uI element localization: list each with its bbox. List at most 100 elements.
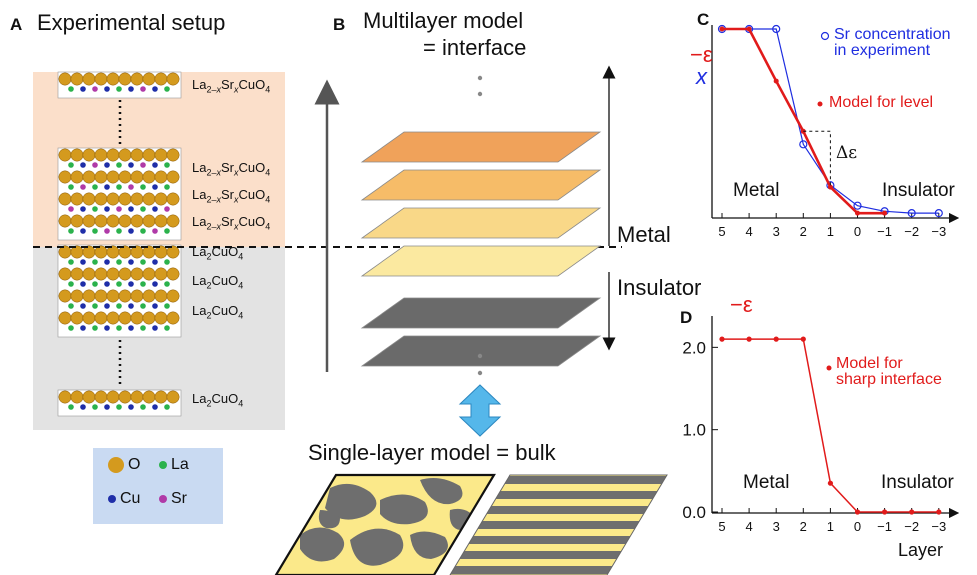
strontium-atom bbox=[68, 206, 74, 212]
lanthanum-atom bbox=[104, 303, 110, 309]
lanthanum-atom bbox=[80, 325, 86, 331]
lanthanum-atom bbox=[68, 281, 74, 287]
insulating-domain bbox=[410, 531, 448, 559]
chart-d-x-tick-label: 0 bbox=[854, 519, 861, 534]
lanthanum-atom bbox=[104, 206, 110, 212]
metal-layer bbox=[360, 131, 602, 163]
sr-concentration-point bbox=[934, 209, 943, 218]
metal-layer bbox=[360, 245, 602, 277]
oxygen-atom bbox=[166, 148, 180, 162]
legend-symbol: La bbox=[171, 456, 189, 473]
lanthanum-atom bbox=[92, 184, 98, 190]
chart-c-x-tick-label: 1 bbox=[827, 224, 834, 239]
undoped-layer-label: La2CuO4 bbox=[192, 273, 244, 291]
lanthanum-atom bbox=[104, 184, 110, 190]
chart-d-x-tick-label: 3 bbox=[773, 519, 780, 534]
lanthanum-atom bbox=[140, 404, 146, 410]
lanthanum-atom bbox=[164, 184, 170, 190]
insulating-domain bbox=[350, 528, 404, 566]
legend-dot-marker bbox=[826, 365, 832, 371]
legend-sr-line2: in experiment bbox=[834, 42, 931, 59]
lanthanum-atom bbox=[140, 303, 146, 309]
lanthanum-atom bbox=[68, 404, 74, 410]
lanthanum-atom bbox=[140, 184, 146, 190]
oxygen-atom bbox=[166, 289, 180, 303]
lanthanum-atom bbox=[140, 228, 146, 234]
sharp-interface-point bbox=[854, 509, 861, 515]
lanthanum-atom bbox=[116, 184, 122, 190]
legend-open-circle-marker bbox=[820, 31, 830, 41]
lanthanum-atom bbox=[152, 404, 158, 410]
lanthanum-atom bbox=[164, 162, 170, 168]
oxygen-atom bbox=[166, 192, 180, 206]
lanthanum-atom bbox=[68, 162, 74, 168]
panel-d-legend: Model for sharp interface bbox=[836, 356, 942, 388]
legend-symbol: Sr bbox=[171, 490, 187, 507]
lanthanum-atom bbox=[104, 404, 110, 410]
continuation-dot bbox=[477, 91, 483, 97]
chart-d-x-tick-label: 2 bbox=[800, 519, 807, 534]
panel-d-insulator-label: Insulator bbox=[881, 472, 954, 493]
lanthanum-atom bbox=[164, 404, 170, 410]
lanthanum-atom bbox=[164, 259, 170, 265]
chart-c-x-tick-label: 4 bbox=[745, 224, 752, 239]
panel-b-title: Multilayer model bbox=[363, 8, 524, 33]
lanthanum-atom bbox=[164, 228, 170, 234]
lanthanum-atom bbox=[152, 325, 158, 331]
lanthanum-atom bbox=[104, 162, 110, 168]
continuation-dot bbox=[477, 353, 483, 359]
insulating-domain bbox=[420, 478, 463, 505]
strontium-atom bbox=[128, 184, 134, 190]
lanthanum-atom bbox=[116, 86, 122, 92]
undoped-layer-label: La2CuO4 bbox=[192, 303, 244, 321]
bulk-layer-outline bbox=[274, 473, 496, 575]
lanthanum-atom bbox=[116, 404, 122, 410]
legend-swatch bbox=[159, 460, 167, 469]
chart-d-x-tick-label: 4 bbox=[745, 519, 752, 534]
doped-layer-label: La2–xSrxCuO4 bbox=[192, 77, 271, 95]
lanthanum-atom bbox=[152, 184, 158, 190]
sharp-interface-point bbox=[882, 509, 888, 515]
lanthanum-atom bbox=[92, 404, 98, 410]
sharp-interface-point bbox=[909, 509, 915, 515]
insulator-layer bbox=[360, 335, 602, 367]
panel-a-title: Experimental setup bbox=[37, 10, 226, 35]
lanthanum-atom bbox=[128, 325, 134, 331]
chart-c-x-tick-label: 2 bbox=[800, 224, 807, 239]
legend-sr-line1: Sr concentration bbox=[834, 26, 951, 43]
panel-b-metal-label: Metal bbox=[617, 222, 671, 247]
panel-b-label: B bbox=[333, 15, 346, 34]
double-arrow-icon bbox=[458, 384, 502, 437]
lanthanum-atom bbox=[128, 206, 134, 212]
insulating-domain bbox=[380, 494, 428, 525]
model-level-point bbox=[746, 26, 752, 32]
lanthanum-atom bbox=[152, 281, 158, 287]
lanthanum-atom bbox=[116, 303, 122, 309]
lanthanum-atom bbox=[92, 228, 98, 234]
oxygen-atom bbox=[166, 267, 180, 281]
doped-layer-label: La2–xSrxCuO4 bbox=[192, 214, 271, 232]
lanthanum-atom bbox=[140, 281, 146, 287]
stripe bbox=[450, 536, 667, 544]
sharp-interface-point bbox=[746, 336, 752, 342]
panel-b-insulator-label: Insulator bbox=[617, 275, 702, 300]
oxygen-atom bbox=[166, 245, 180, 259]
panel-b-subtitle: = interface bbox=[423, 35, 527, 60]
model-level-point bbox=[855, 210, 860, 216]
lanthanum-atom bbox=[128, 259, 134, 265]
lanthanum-atom bbox=[80, 162, 86, 168]
lanthanum-atom bbox=[68, 184, 74, 190]
panel-c-y-label-epsilon: −ε bbox=[690, 42, 713, 67]
legend-dot-marker bbox=[817, 101, 823, 107]
striped-layer-outline bbox=[449, 474, 668, 575]
chart-c-x-tick-label: 3 bbox=[773, 224, 780, 239]
lanthanum-atom bbox=[116, 228, 122, 234]
strontium-atom bbox=[152, 228, 158, 234]
metal-layer bbox=[360, 169, 602, 201]
panel-d-x-label: Layer bbox=[898, 540, 944, 560]
doped-layer-label: La2–xSrxCuO4 bbox=[192, 187, 271, 205]
strontium-atom bbox=[104, 228, 110, 234]
lanthanum-atom bbox=[80, 228, 86, 234]
legend-sharp-line2: sharp interface bbox=[836, 371, 942, 388]
